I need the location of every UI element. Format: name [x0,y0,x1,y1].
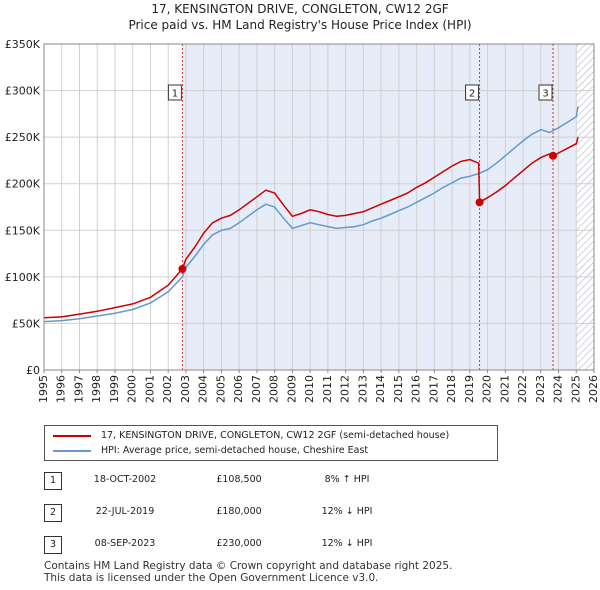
sale-number-badge: 2 [44,504,62,522]
legend-label-property: 17, KENSINGTON DRIVE, CONGLETON, CW12 2G… [101,430,450,441]
x-tick-label: 1995 [37,375,50,403]
x-tick-label: 1999 [108,375,121,403]
x-tick-label: 2019 [463,375,476,403]
sale-hpi-diff: 12% ↓ HPI [321,538,373,549]
y-tick-label: £100K [5,271,41,284]
x-tick-label: 2001 [143,375,156,403]
property-series-line [43,136,579,319]
sale-hpi-diff: 8% ↑ HPI [324,474,370,485]
x-tick-label: 2008 [268,375,281,403]
legend-swatch-hpi [53,450,91,452]
x-tick-label: 2023 [534,375,547,403]
sale-price: £180,000 [216,506,262,517]
chart-subtitle: Price paid vs. HM Land Registry's House … [128,18,472,32]
x-tick-label: 2010 [303,375,316,403]
y-tick-label: £0 [26,364,40,377]
x-tick-label: 1997 [72,375,85,403]
x-tick-label: 2007 [250,375,263,403]
chart-legend: 17, KENSINGTON DRIVE, CONGLETON, CW12 2G… [44,425,498,461]
sale-row: 3 08-SEP-2023 £230,000 12% ↓ HPI [44,536,404,554]
footer-licence: This data is licensed under the Open Gov… [44,572,379,584]
shaded-period [182,44,577,370]
sale-row: 1 18-OCT-2002 £108,500 8% ↑ HPI [44,472,404,490]
x-tick-label: 2015 [392,375,405,403]
x-tick-label: 2017 [427,375,440,403]
x-tick-label: 2016 [410,375,423,403]
y-tick-label: £300K [5,85,41,98]
x-tick-label: 2003 [179,375,192,403]
sale-number-badge: 3 [44,536,62,554]
sale-marker-label: 1 [172,89,178,100]
sale-marker-box [538,84,553,101]
x-tick-label: 2020 [481,375,494,403]
price-chart: 1 2 3 £0 £50K £100K £150K £200K £250K £300K £350K… [5,38,600,403]
y-tick-label: £200K [5,178,41,191]
sale-date: 22-JUL-2019 [95,506,155,517]
sale-point [549,151,558,160]
x-tick-label: 2014 [374,375,387,403]
sale-marker-box [167,84,182,101]
y-tick-label: £150K [5,224,41,237]
x-tick-label: 2009 [285,375,298,403]
x-tick-label: 2004 [197,375,210,403]
sale-point [178,264,187,273]
sale-price: £108,500 [216,474,262,485]
x-tick-label: 2006 [232,375,245,403]
x-tick-label: 2022 [516,375,529,403]
sale-marker-label: 2 [469,89,475,100]
x-tick-label: 2000 [126,375,139,403]
sale-hpi-diff: 12% ↓ HPI [321,506,373,517]
x-tick-label: 2024 [552,375,565,403]
sale-date: 08-SEP-2023 [94,538,156,549]
legend-label-hpi: HPI: Average price, semi-detached house,… [101,445,369,456]
y-tick-label: £350K [5,38,41,51]
x-tick-label: 2021 [498,375,511,403]
plot-frame [43,43,595,371]
footer-copyright: Contains HM Land Registry data © Crown c… [44,560,453,572]
sale-price: £230,000 [216,538,262,549]
x-tick-label: 2013 [356,375,369,403]
x-tick-label: 1998 [90,375,103,403]
x-tick-label: 2025 [569,375,582,403]
sale-point [475,198,484,207]
x-tick-label: 2011 [321,375,334,403]
sale-number-badge: 1 [44,472,62,490]
y-tick-label: £50K [12,317,41,330]
sale-marker-box [465,84,480,101]
sale-date: 18-OCT-2002 [93,474,157,485]
chart-title: 17, KENSINGTON DRIVE, CONGLETON, CW12 2G… [151,2,449,16]
x-tick-label: 2005 [214,375,227,403]
y-tick-label: £250K [5,131,41,144]
x-tick-label: 2002 [161,375,174,403]
sale-row: 2 22-JUL-2019 £180,000 12% ↓ HPI [44,504,404,522]
x-tick-label: 2018 [445,375,458,403]
x-tick-label: 2026 [587,375,600,403]
sale-marker-label: 3 [542,89,548,100]
x-tick-label: 2012 [339,375,352,403]
x-tick-label: 1996 [55,375,68,403]
legend-swatch-property [53,435,91,437]
forecast-hatch [576,44,594,370]
